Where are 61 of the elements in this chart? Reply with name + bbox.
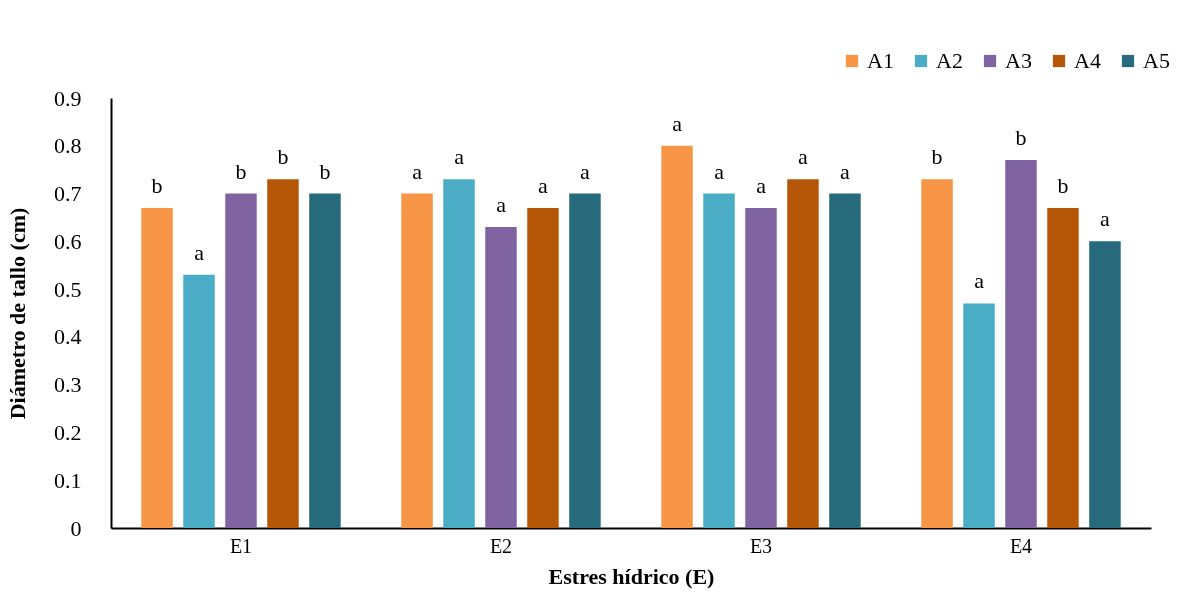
data-label: b xyxy=(1015,125,1027,151)
y-tick-label: 0.3 xyxy=(54,372,82,398)
bar xyxy=(829,193,861,528)
data-label: b xyxy=(931,144,943,170)
data-label: b xyxy=(319,158,331,184)
bar xyxy=(225,193,257,528)
data-label: a xyxy=(412,158,423,184)
x-tick-label: E4 xyxy=(1009,534,1033,557)
bar xyxy=(921,179,953,528)
legend-label: A2 xyxy=(936,48,963,73)
legend-label: A3 xyxy=(1005,48,1032,73)
bar xyxy=(703,193,735,528)
data-label: b xyxy=(151,172,163,198)
data-label: a xyxy=(756,172,767,198)
y-tick-label: 0.4 xyxy=(54,324,82,350)
y-tick-label: 0 xyxy=(70,515,82,541)
bar xyxy=(1047,207,1079,528)
data-label: a xyxy=(1100,206,1111,232)
x-tick-label: E2 xyxy=(489,534,513,557)
x-tick-label: E1 xyxy=(229,534,253,557)
data-label: a xyxy=(798,144,809,170)
data-label: a xyxy=(974,268,985,294)
bar xyxy=(183,274,215,528)
legend-label: A4 xyxy=(1074,48,1101,73)
bar xyxy=(745,207,777,528)
data-label: a xyxy=(580,158,591,184)
bar xyxy=(443,179,475,528)
data-label: a xyxy=(840,158,851,184)
data-label: b xyxy=(1057,172,1069,198)
bar xyxy=(309,193,341,528)
data-label: a xyxy=(538,172,549,198)
y-tick-label: 0.7 xyxy=(54,181,82,207)
bar xyxy=(141,207,173,528)
x-tick-label: E3 xyxy=(749,534,773,557)
x-axis-title: Estres hídrico (E) xyxy=(548,563,715,589)
bar xyxy=(401,193,433,528)
data-label: a xyxy=(672,110,683,136)
y-tick-label: 0.1 xyxy=(54,467,82,493)
y-tick-label: 0.8 xyxy=(54,133,82,159)
bar xyxy=(787,179,819,528)
legend-label: A1 xyxy=(867,48,894,73)
legend-label: A5 xyxy=(1143,48,1170,73)
bar xyxy=(569,193,601,528)
y-tick-label: 0.2 xyxy=(54,419,82,445)
bar xyxy=(485,227,517,528)
bar xyxy=(1089,241,1121,528)
y-tick-label: 0.9 xyxy=(54,85,82,111)
bar xyxy=(1005,160,1037,528)
y-tick-label: 0.6 xyxy=(54,228,82,254)
bar xyxy=(267,179,299,528)
data-label: a xyxy=(194,239,205,265)
y-tick-label: 0.5 xyxy=(54,276,82,302)
data-label: b xyxy=(277,144,289,170)
bar xyxy=(963,303,995,528)
bar xyxy=(661,145,693,528)
y-axis-title: Diámetro de tallo (cm) xyxy=(5,207,30,420)
bar xyxy=(527,207,559,528)
data-label: a xyxy=(496,192,507,217)
data-label: a xyxy=(454,144,465,170)
data-label: b xyxy=(235,158,247,184)
data-label: a xyxy=(714,158,725,184)
